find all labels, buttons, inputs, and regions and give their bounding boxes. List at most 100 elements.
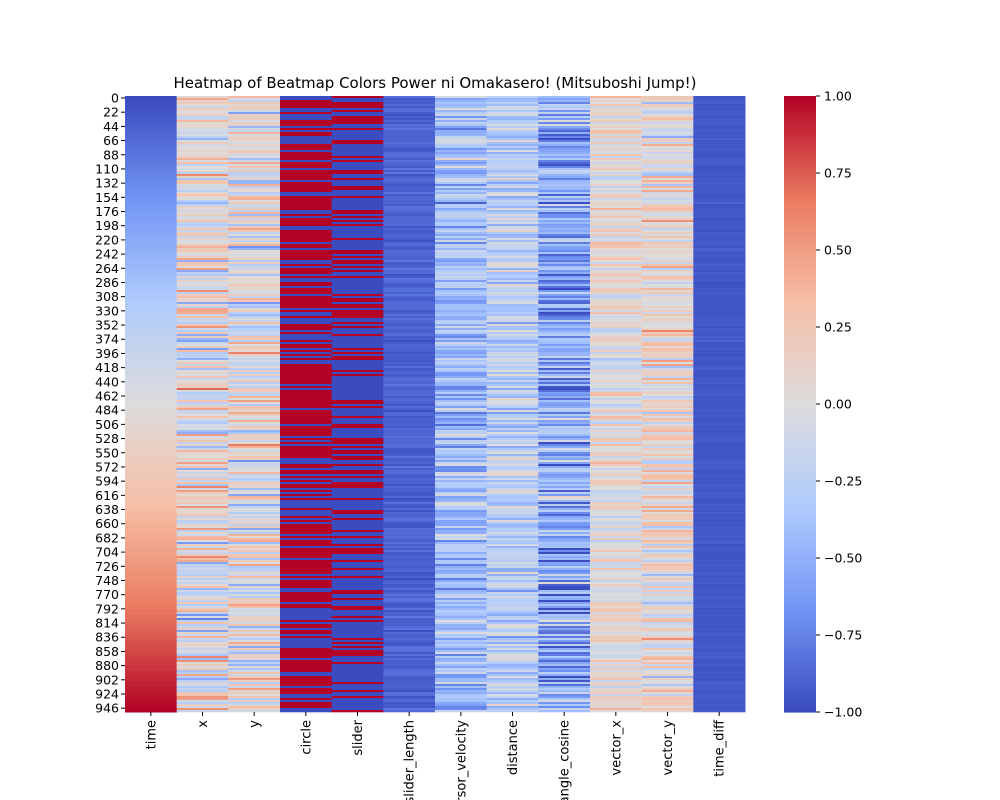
- heatmap-cell-cursor_velocity: [435, 548, 488, 551]
- heatmap-cell-slider: [331, 622, 384, 625]
- heatmap-cell-time_diff: [693, 258, 746, 261]
- heatmap-cell-y: [228, 118, 281, 121]
- heatmap-cell-slider: [331, 428, 384, 431]
- heatmap-cell-vector_y: [641, 368, 694, 371]
- heatmap-cell-slider_length: [383, 408, 436, 411]
- heatmap-cell-time_diff: [693, 556, 746, 559]
- heatmap-cell-time_diff: [693, 530, 746, 533]
- heatmap-cell-slider_length: [383, 166, 436, 169]
- heatmap-cell-angle_cosine: [538, 232, 591, 235]
- heatmap-cell-time: [125, 275, 178, 282]
- heatmap-cell-y: [228, 586, 281, 589]
- heatmap-cell-y: [228, 336, 281, 339]
- heatmap-cell-vector_y: [641, 398, 694, 401]
- heatmap-cell-circle: [280, 128, 333, 131]
- heatmap-cell-x: [176, 174, 229, 177]
- heatmap-cell-cursor_velocity: [435, 470, 488, 473]
- colorbar-gradient-step: [784, 477, 816, 482]
- heatmap-cell-time_diff: [693, 692, 746, 695]
- colorbar-gradient-step: [784, 598, 816, 602]
- heatmap-cell-cursor_velocity: [435, 462, 488, 465]
- heatmap-cell-y: [228, 340, 281, 343]
- heatmap-cell-y: [228, 316, 281, 319]
- heatmap-cell-slider_length: [383, 276, 436, 279]
- heatmap-cell-circle: [280, 350, 333, 353]
- heatmap-cell-angle_cosine: [538, 552, 591, 555]
- heatmap-cell-circle: [280, 238, 333, 241]
- heatmap-cell-slider: [331, 156, 384, 159]
- heatmap-cell-slider_length: [383, 380, 436, 383]
- heatmap-cell-y: [228, 162, 281, 165]
- heatmap-cell-cursor_velocity: [435, 342, 488, 345]
- heatmap-cell-distance: [486, 314, 539, 317]
- heatmap-cell-slider: [331, 330, 384, 333]
- heatmap-cell-y: [228, 300, 281, 303]
- heatmap-cell-cursor_velocity: [435, 348, 488, 351]
- column-label: vector_y: [661, 720, 676, 776]
- heatmap-cell-y: [228, 188, 281, 191]
- heatmap-cell-cursor_velocity: [435, 554, 488, 557]
- heatmap-cell-circle: [280, 140, 333, 143]
- colorbar-gradient-step: [784, 567, 816, 571]
- heatmap-cell-slider: [331, 556, 384, 559]
- heatmap-cell-y: [228, 288, 281, 291]
- heatmap-cell-vector_y: [641, 150, 694, 153]
- heatmap-cell-y: [228, 562, 281, 565]
- heatmap-cell-y: [228, 430, 281, 433]
- heatmap-cell-distance: [486, 644, 539, 647]
- heatmap-cell-x: [176, 328, 229, 331]
- colorbar-gradient-step: [784, 570, 816, 574]
- heatmap-cell-slider: [331, 454, 384, 457]
- heatmap-cell-vector_x: [590, 340, 643, 343]
- heatmap-cell-angle_cosine: [538, 426, 591, 429]
- heatmap-cell-y: [228, 150, 281, 153]
- heatmap-cell-vector_x: [590, 674, 643, 677]
- heatmap-cell-cursor_velocity: [435, 700, 488, 703]
- heatmap-cell-time_diff: [693, 478, 746, 481]
- heatmap-cell-circle: [280, 596, 333, 599]
- heatmap-cell-vector_y: [641, 172, 694, 175]
- heatmap-cell-circle: [280, 590, 333, 593]
- heatmap-cell-distance: [486, 192, 539, 195]
- heatmap-cell-vector_x: [590, 176, 643, 179]
- heatmap-cell-distance: [486, 116, 539, 119]
- colorbar-gradient-step: [784, 280, 816, 285]
- heatmap-cell-circle: [280, 276, 333, 279]
- heatmap-cell-y: [228, 654, 281, 657]
- heatmap-cell-angle_cosine: [538, 476, 591, 479]
- heatmap-cell-angle_cosine: [538, 678, 591, 681]
- heatmap-cell-slider: [331, 628, 384, 631]
- heatmap-cell-slider: [331, 152, 384, 155]
- heatmap-cell-y: [228, 610, 281, 613]
- heatmap-cell-vector_y: [641, 204, 694, 207]
- heatmap-cell-slider: [331, 154, 384, 157]
- heatmap-cell-vector_y: [641, 328, 694, 331]
- heatmap-cell-slider_length: [383, 104, 436, 107]
- heatmap-cell-y: [228, 138, 281, 141]
- heatmap-cell-time_diff: [693, 664, 746, 667]
- heatmap-cell-distance: [486, 444, 539, 447]
- heatmap-cell-x: [176, 380, 229, 383]
- heatmap-cell-x: [176, 172, 229, 175]
- heatmap-cell-circle: [280, 336, 333, 339]
- heatmap-cell-x: [176, 550, 229, 553]
- colorbar-gradient-step: [784, 708, 816, 713]
- heatmap-cell-x: [176, 312, 229, 315]
- heatmap-cell-slider_length: [383, 484, 436, 487]
- heatmap-cell-x: [176, 210, 229, 213]
- heatmap-cell-vector_y: [641, 618, 694, 621]
- heatmap-cell-slider: [331, 186, 384, 189]
- heatmap-cell-time_diff: [693, 438, 746, 441]
- heatmap-cell-time_diff: [693, 198, 746, 201]
- heatmap-cell-circle: [280, 630, 333, 633]
- heatmap-cell-angle_cosine: [538, 690, 591, 693]
- heatmap-cell-slider: [331, 646, 384, 649]
- heatmap-cell-cursor_velocity: [435, 210, 488, 213]
- heatmap-cell-x: [176, 430, 229, 433]
- heatmap-cell-time: [125, 291, 178, 297]
- heatmap-cell-slider_length: [383, 426, 436, 429]
- heatmap-cell-cursor_velocity: [435, 592, 488, 595]
- heatmap-cell-y: [228, 390, 281, 393]
- heatmap-cell-vector_x: [590, 242, 643, 245]
- heatmap-cell-y: [228, 504, 281, 507]
